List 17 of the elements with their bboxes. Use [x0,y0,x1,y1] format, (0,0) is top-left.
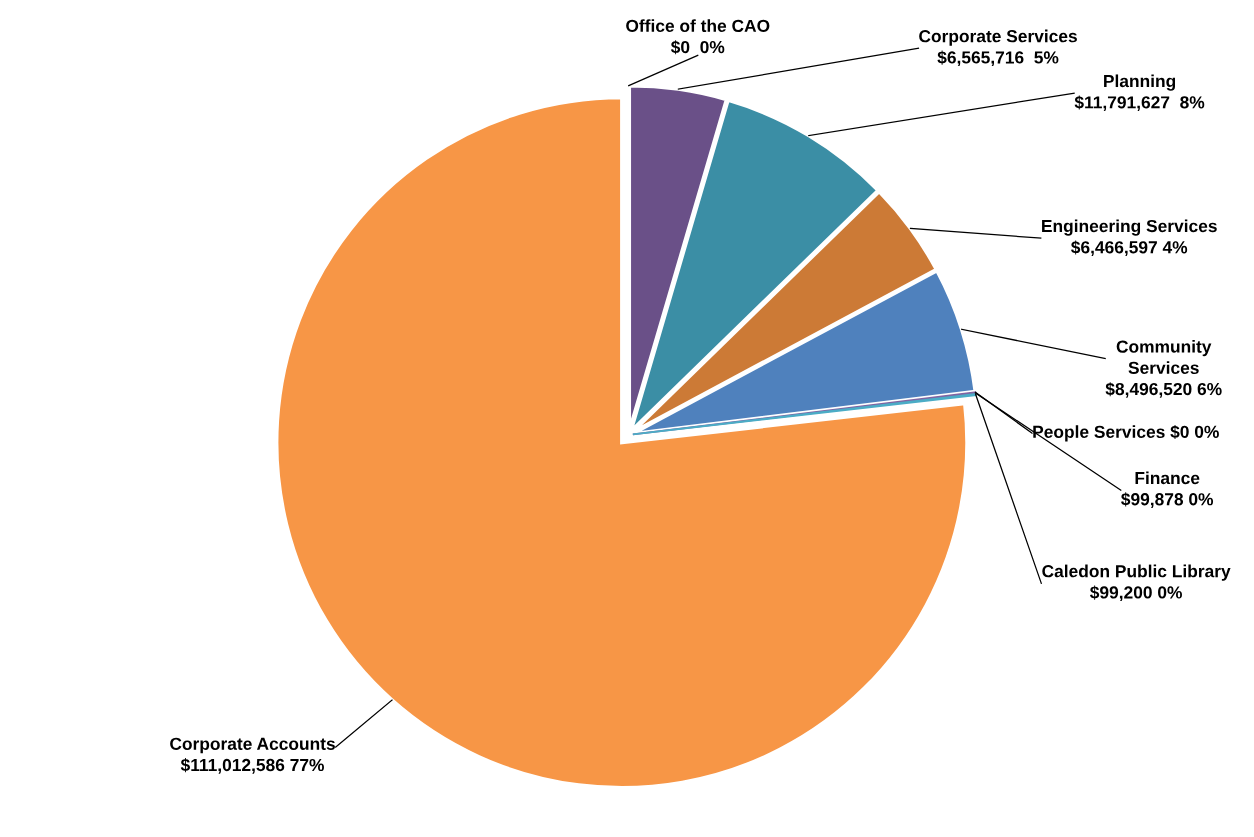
data-label: $6,466,597 4% [1071,240,1188,256]
slice-label: Community Services [1116,340,1212,374]
text: $0 0% [670,40,725,55]
slice-label: Corporate Services [919,29,1077,46]
category-label: Office of the CAO [626,19,770,33]
slice-label: Planning [1104,74,1176,91]
data-label: $8,496,520 6% [1105,382,1222,398]
slice-label: Corporate Accounts [170,737,335,754]
data-label: $6,565,716 5% [937,50,1059,67]
slice-label: Caledon Public Library [1042,564,1231,581]
data-label: $11,791,627 8% [1074,95,1205,112]
category-label: People Services $0 0% [1033,424,1219,442]
data-label: $99,200 0% [1090,585,1182,602]
slice-label: Finance [1135,471,1200,485]
data-label: $111,012,586 77% [180,758,324,774]
data-label: $99,878 0% [1121,492,1214,508]
slice-label: Engineering Services [1042,219,1217,236]
